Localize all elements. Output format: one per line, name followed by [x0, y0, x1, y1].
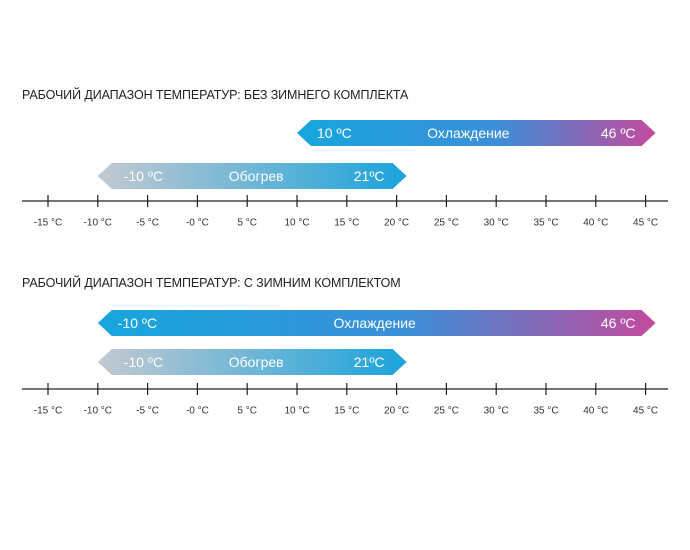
axis-tick-label-2-4: 5 °C — [237, 406, 257, 417]
axis-tick-label-2-12: 45 °C — [633, 406, 658, 417]
heating-range-arrow-2 — [97, 349, 407, 375]
axis-tick-label-1-11: 40 °C — [583, 218, 608, 229]
heating-to-label-2: 21ºC — [354, 354, 385, 370]
cooling-to-label-1: 46 ºC — [601, 125, 636, 141]
axis-tick-label-1-7: 20 °C — [384, 218, 409, 229]
axis-tick-label-1-6: 15 °C — [334, 218, 359, 229]
cooling-from-label-1: 10 ºC — [317, 125, 352, 141]
section-title-without-winter-kit: РАБОЧИЙ ДИАПАЗОН ТЕМПЕРАТУР: БЕЗ ЗИМНЕГО… — [22, 88, 409, 102]
axis-tick-label-1-4: 5 °C — [237, 218, 257, 229]
axis-tick-label-2-3: -0 °C — [186, 406, 209, 417]
axis-tick-label-1-8: 25 °C — [434, 218, 459, 229]
axis-tick-label-1-12: 45 °C — [633, 218, 658, 229]
heating-from-label-1: -10 ºC — [124, 168, 163, 184]
cooling-range-arrow-2 — [97, 310, 656, 336]
cooling-name-label-2: Охлаждение — [334, 315, 417, 331]
axis-tick-label-2-6: 15 °C — [334, 406, 359, 417]
cooling-name-label-1: Охлаждение — [427, 125, 510, 141]
axis-tick-label-2-10: 35 °C — [533, 406, 558, 417]
heating-name-label-2: Обогрев — [229, 354, 284, 370]
axis-tick-label-1-3: -0 °C — [186, 218, 209, 229]
cooling-range-arrow-1 — [297, 120, 656, 146]
heating-to-label-1: 21ºC — [354, 168, 385, 184]
axis-tick-label-1-10: 35 °C — [533, 218, 558, 229]
cooling-to-label-2: 46 ºC — [601, 315, 636, 331]
axis-tick-label-2-8: 25 °C — [434, 406, 459, 417]
axis-tick-label-1-5: 10 °C — [284, 218, 309, 229]
axis-tick-label-1-0: -15 °C — [34, 218, 62, 229]
axis-tick-label-1-2: -5 °C — [136, 218, 159, 229]
axis-tick-label-2-2: -5 °C — [136, 406, 159, 417]
axis-tick-label-1-1: -10 °C — [84, 218, 112, 229]
heating-range-arrow-1 — [97, 163, 407, 189]
section-title-with-winter-kit: РАБОЧИЙ ДИАПАЗОН ТЕМПЕРАТУР: С ЗИМНИМ КО… — [22, 276, 401, 290]
heating-from-label-2: -10 ºC — [124, 354, 163, 370]
axis-tick-label-2-0: -15 °C — [34, 406, 62, 417]
axis-tick-label-1-9: 30 °C — [484, 218, 509, 229]
axis-tick-label-2-7: 20 °C — [384, 406, 409, 417]
axis-tick-label-2-11: 40 °C — [583, 406, 608, 417]
axis-tick-label-2-9: 30 °C — [484, 406, 509, 417]
axis-tick-label-2-1: -10 °C — [84, 406, 112, 417]
cooling-from-label-2: -10 ºC — [118, 315, 157, 331]
axis-tick-label-2-5: 10 °C — [284, 406, 309, 417]
heating-name-label-1: Обогрев — [229, 168, 284, 184]
